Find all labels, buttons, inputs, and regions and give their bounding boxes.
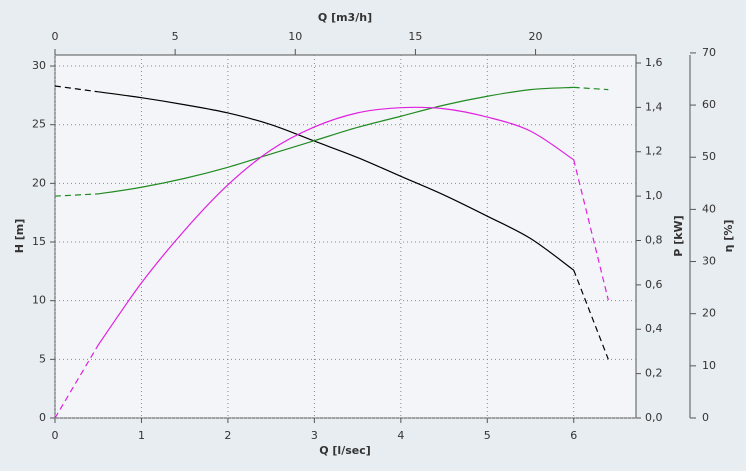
y3-tick-label: 30 <box>702 255 716 268</box>
y-tick-label: 20 <box>32 176 46 189</box>
y2-tick-label: 0,4 <box>645 322 663 335</box>
y2-tick-label: 0,2 <box>645 367 663 380</box>
p-axis-title: P [kW] <box>672 215 685 256</box>
y3-tick-label: 70 <box>702 46 716 59</box>
x2-tick-label: 10 <box>288 30 302 43</box>
y-tick-label: 15 <box>32 235 46 248</box>
y3-tick-label: 60 <box>702 98 716 111</box>
bottom-axis-title: Q [l/sec] <box>319 444 371 457</box>
y-tick-label: 25 <box>32 118 46 131</box>
y2-tick-label: 0,0 <box>645 411 663 424</box>
y2-tick-label: 1,2 <box>645 145 663 158</box>
x2-tick-label: 15 <box>408 30 422 43</box>
eta-axis-title: η [%] <box>722 220 735 253</box>
y3-tick-label: 50 <box>702 150 716 163</box>
y3-tick-label: 40 <box>702 202 716 215</box>
y2-tick-label: 1,6 <box>645 56 663 69</box>
top-axis-title: Q [m3/h] <box>318 11 372 24</box>
x-tick-label: 3 <box>311 429 318 442</box>
series-line <box>97 106 575 346</box>
y-tick-label: 0 <box>39 411 46 424</box>
series-line <box>54 344 99 419</box>
x-tick-label: 2 <box>224 429 231 442</box>
y3-tick-label: 10 <box>702 359 716 372</box>
y2-tick-label: 0,6 <box>645 278 663 291</box>
y3-tick-label: 20 <box>702 307 716 320</box>
series-line <box>573 86 609 91</box>
y2-tick-label: 0,8 <box>645 233 663 246</box>
y2-tick-label: 1,0 <box>645 189 663 202</box>
series-line <box>98 91 575 271</box>
x-tick-label: 4 <box>397 429 404 442</box>
series-line <box>573 159 609 301</box>
x-tick-label: 6 <box>570 429 577 442</box>
plot-area <box>54 54 637 419</box>
x-tick-label: 0 <box>52 429 59 442</box>
y-tick-label: 10 <box>32 294 46 307</box>
y-tick-label: 30 <box>32 59 46 72</box>
x-tick-label: 5 <box>484 429 491 442</box>
x2-tick-label: 5 <box>172 30 179 43</box>
x2-tick-label: 0 <box>52 30 59 43</box>
series-line <box>98 86 574 195</box>
series-line <box>54 193 99 197</box>
x2-tick-label: 20 <box>529 30 543 43</box>
y2-tick-label: 1,4 <box>645 100 663 113</box>
x-tick-label: 1 <box>138 429 145 442</box>
series-line <box>54 85 99 93</box>
h-axis-title: H [m] <box>13 219 26 254</box>
y-tick-label: 5 <box>39 352 46 365</box>
y3-tick-label: 0 <box>702 411 709 424</box>
